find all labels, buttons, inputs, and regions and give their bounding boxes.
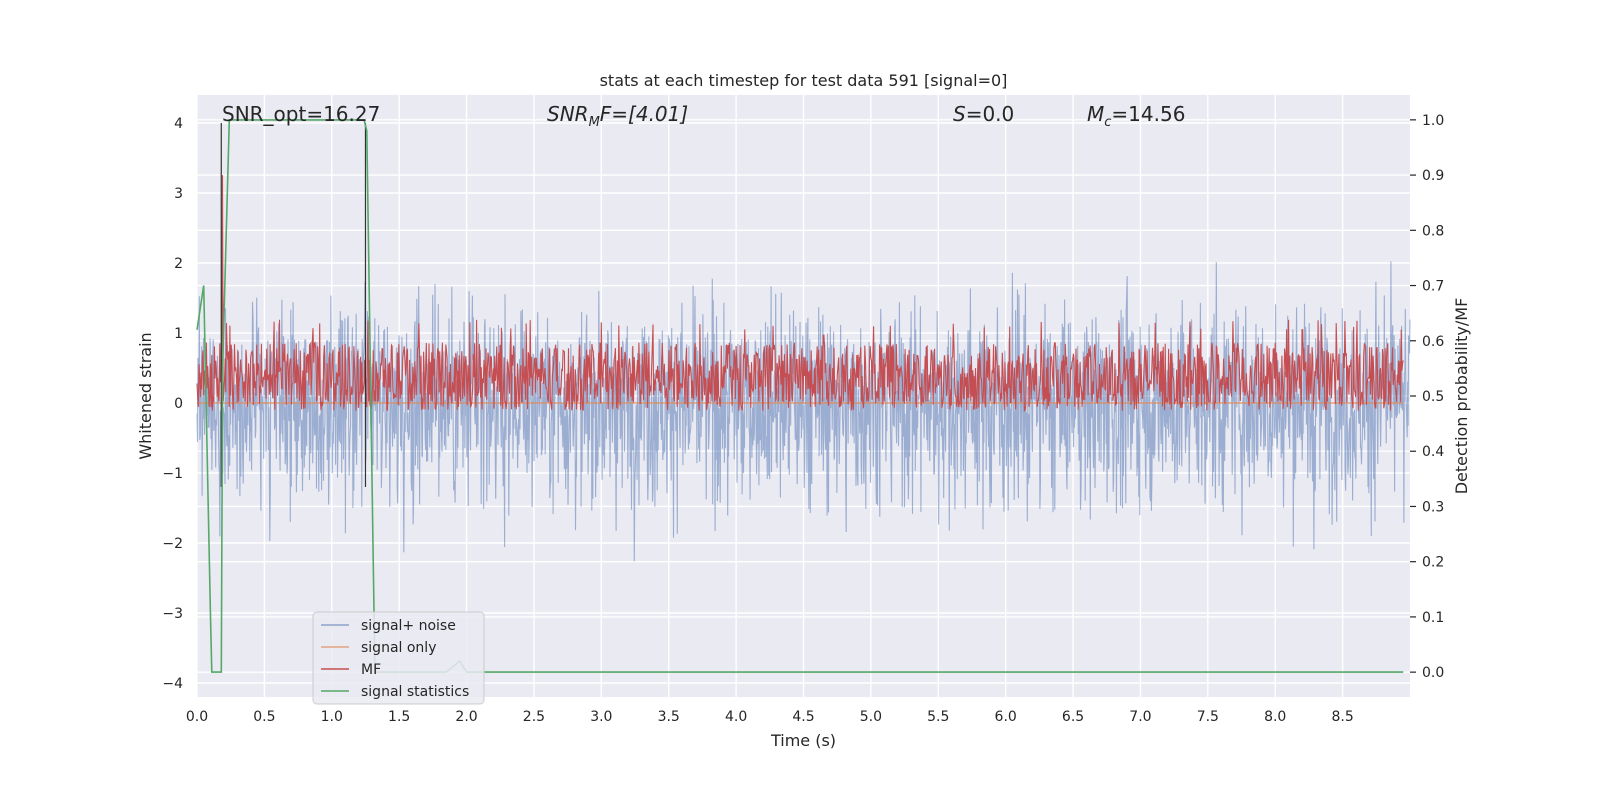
y-right-tick-label: 1.0: [1422, 113, 1444, 129]
annotation-mc-sub: c: [1104, 115, 1111, 130]
annotation-s-rest: =0.0: [966, 102, 1015, 126]
y-left-tick-label: 1: [174, 326, 183, 342]
annotation-s: S=0.0: [953, 102, 1014, 126]
x-tick-label: 0.5: [253, 709, 275, 725]
y-axis-left-label: Whitened strain: [136, 332, 155, 459]
series-mf-line: [196, 175, 1404, 413]
tick-layer: 0.0 0.5 1.0 1.5 2.0 2.5 3.0 3.5 4.0 4.5 5.0 5.5 6.0 6…: [162, 113, 1444, 725]
x-tick-label: 5.0: [860, 709, 882, 725]
y-right-tick-label: 0.0: [1422, 665, 1444, 681]
y-axis-right-label: Detection probability/MF: [1452, 298, 1471, 495]
annotation-snr-mf: SNRMF=[4.01]: [547, 102, 688, 130]
x-tick-label: 8.5: [1331, 709, 1353, 725]
series-layer: [196, 175, 1411, 562]
x-tick-label: 7.0: [1129, 709, 1151, 725]
x-tick-label: 3.0: [590, 709, 612, 725]
x-tick-label: 0.0: [186, 709, 208, 725]
annotation-snr-mf-rest: F=[4.01]: [600, 102, 688, 126]
x-tick-label: 7.5: [1197, 709, 1219, 725]
annotation-mc-base: M: [1087, 102, 1104, 126]
legend-label: signal statistics: [361, 684, 469, 700]
x-tick-label: 1.5: [388, 709, 410, 725]
legend-box: [312, 611, 485, 705]
x-tick-label: 4.5: [792, 709, 814, 725]
y-left-tick-label: 3: [174, 186, 183, 202]
x-tick-label: 8.0: [1264, 709, 1286, 725]
y-left-tick-label: −2: [162, 536, 183, 552]
y-right-tick-label: 0.9: [1422, 168, 1444, 184]
x-tick-label: 3.5: [658, 709, 680, 725]
legend-label: signal+ noise: [361, 618, 456, 634]
x-tick-label: 1.0: [321, 709, 343, 725]
x-tick-label: 2.5: [523, 709, 545, 725]
x-axis-label: Time (s): [770, 731, 836, 750]
annotation-s-base: S: [953, 102, 966, 126]
legend-label: signal only: [361, 640, 436, 656]
annotation-mc: Mc=14.56: [1087, 102, 1185, 130]
x-tick-label: 4.0: [725, 709, 747, 725]
y-left-tick-label: −4: [162, 676, 183, 692]
legend: signal+ noise signal only MF signal statist…: [312, 611, 485, 705]
y-right-tick-label: 0.6: [1422, 334, 1444, 350]
y-right-tick-label: 0.4: [1422, 444, 1444, 460]
y-left-tick-label: 2: [174, 256, 183, 272]
annotation-mc-rest: =14.56: [1111, 102, 1185, 126]
chart-title: stats at each timestep for test data 591…: [600, 71, 1008, 90]
annotation-snr-opt: SNR_opt=16.27: [222, 102, 380, 126]
annotation-snr-mf-sub: M: [589, 115, 600, 130]
y-right-tick-label: 0.2: [1422, 555, 1444, 571]
x-tick-label: 2.0: [455, 709, 477, 725]
x-tick-label: 6.5: [1062, 709, 1084, 725]
y-left-tick-label: −3: [162, 606, 183, 622]
x-tick-label: 5.5: [927, 709, 949, 725]
annotation-snr-mf-base: SNR: [547, 102, 589, 126]
y-left-tick-label: −1: [162, 466, 183, 482]
y-right-tick-label: 0.1: [1422, 610, 1444, 626]
y-right-tick-label: 0.8: [1422, 223, 1444, 239]
legend-label: MF: [361, 662, 381, 678]
y-right-tick-label: 0.7: [1422, 279, 1444, 295]
y-right-tick-label: 0.3: [1422, 499, 1444, 515]
x-tick-label: 6.0: [995, 709, 1017, 725]
y-left-tick-label: 0: [174, 396, 183, 412]
y-right-tick-label: 0.5: [1422, 389, 1444, 405]
y-left-tick-label: 4: [174, 116, 183, 132]
